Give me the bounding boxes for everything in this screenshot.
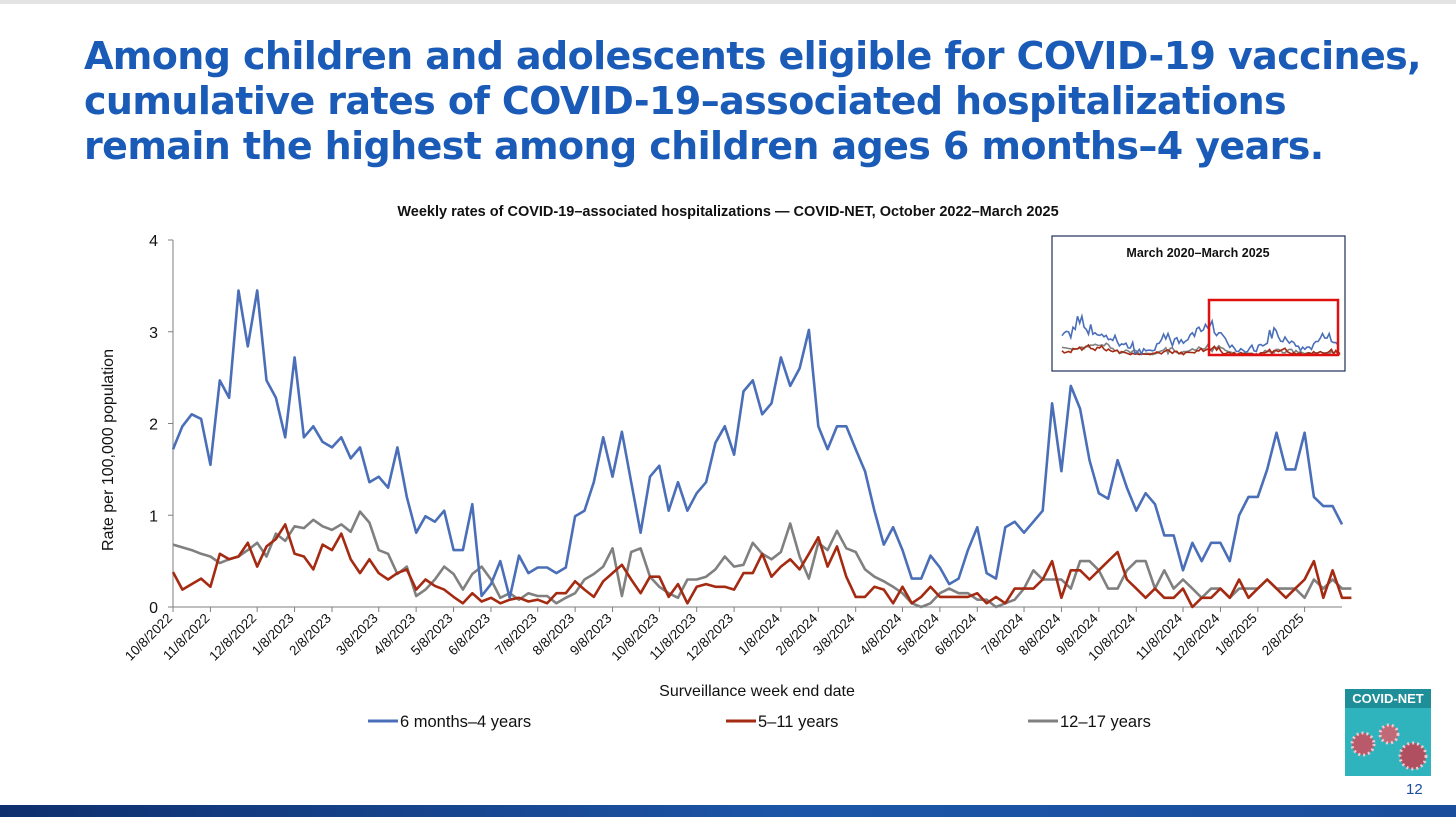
x-tick-label: 6/8/2024	[932, 610, 980, 658]
covid-net-logo: COVID-NET	[1345, 689, 1431, 776]
inset-chart: March 2020–March 2025	[1051, 235, 1346, 372]
slide-title: Among children and adolescents eligible …	[84, 34, 1424, 169]
x-tick-label: 12/8/2022	[206, 611, 259, 664]
virus-icon	[1350, 723, 1428, 771]
legend-label-12-17y: 12–17 years	[1060, 713, 1151, 731]
series-lines	[171, 289, 1352, 609]
x-tick-label: 6/8/2023	[445, 611, 493, 659]
legend: 6 months–4 years 5–11 years 12–17 years	[368, 713, 1151, 731]
inset-series-line-6mo-4y	[1061, 313, 1339, 356]
footer-bar	[0, 805, 1456, 817]
legend-label-5-11y: 5–11 years	[758, 713, 838, 731]
inset-lines	[1061, 313, 1341, 356]
x-tick-label: 3/8/2024	[810, 610, 858, 658]
x-tick-label: 1/8/2025	[1212, 611, 1260, 659]
y-tick-label: 1	[149, 508, 158, 525]
page-number: 12	[1406, 781, 1423, 798]
series-line-6mo-4y	[171, 289, 1344, 600]
inset-highlight-box	[1207, 298, 1340, 357]
x-axis-label: Surveillance week end date	[659, 683, 855, 700]
slide-title-line-1: Among children and adolescents eligible …	[84, 34, 1422, 78]
inset-series-line-5-11y	[1061, 343, 1341, 356]
y-tick-label: 0	[149, 600, 158, 617]
logo-label: COVID-NET	[1345, 689, 1431, 708]
series-line-5-11y	[171, 523, 1352, 609]
x-tick-label: 2/8/2023	[286, 611, 334, 659]
slide-title-line-3: remain the highest among children ages 6…	[84, 124, 1324, 168]
legend-label-6mo-4y: 6 months–4 years	[400, 713, 531, 731]
y-tick-label: 2	[149, 417, 158, 434]
x-tick-label: 2/8/2025	[1259, 611, 1307, 659]
y-tick-label: 3	[149, 325, 158, 342]
inset-title: March 2020–March 2025	[1126, 246, 1269, 260]
chart-title: Weekly rates of COVID-19–associated hosp…	[397, 204, 1058, 220]
top-rule	[0, 0, 1456, 4]
slide-title-line-2: cumulative rates of COVID-19–associated …	[84, 79, 1287, 123]
y-tick-label: 4	[149, 233, 158, 250]
x-tick-label: 9/8/2023	[567, 611, 615, 659]
y-axis-label: Rate per 100,000 population	[100, 349, 117, 551]
